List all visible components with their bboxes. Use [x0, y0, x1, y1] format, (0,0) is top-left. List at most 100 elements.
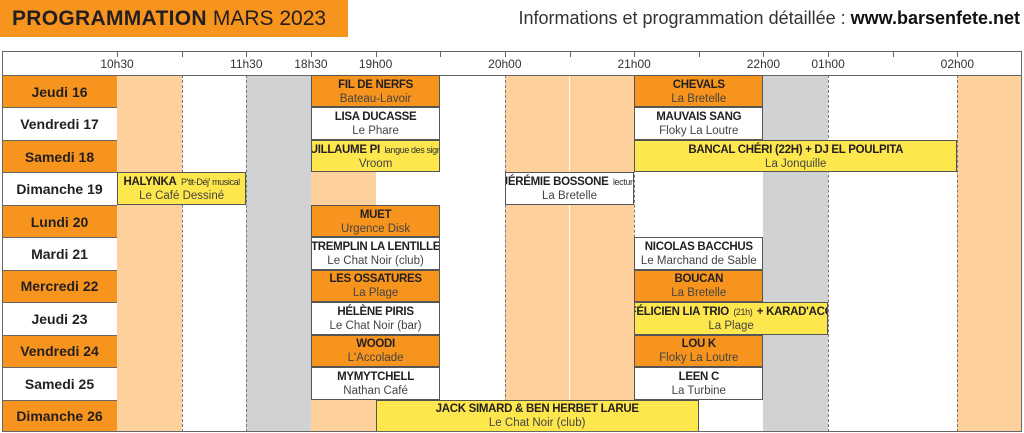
- event-title-line: BANCAL CHÉRI (22H) + DJ EL POULPITA: [688, 142, 903, 157]
- event-venue: Le Café Dessiné: [139, 190, 225, 203]
- event-title: HÉLÈNE PIRIS: [337, 305, 414, 318]
- event-block[interactable]: HÉLÈNE PIRIS Le Chat Noir (bar): [310, 302, 441, 335]
- event-block[interactable]: MYMYTCHELL Nathan Café: [310, 367, 441, 400]
- event-block[interactable]: WOODI L'Accolade: [310, 334, 441, 368]
- event-block[interactable]: TREMPLIN LA LENTILLE Le Chat Noir (club): [310, 237, 441, 270]
- dashed-divider: [181, 75, 183, 432]
- day-label: Vendredi 17: [2, 107, 117, 140]
- event-title-line: JACK SIMARD & BEN HERBET LARUE: [436, 401, 639, 416]
- event-block[interactable]: LEEN C La Turbine: [634, 367, 764, 400]
- sunday-evening-shade: [310, 172, 376, 205]
- event-title-line: TREMPLIN LA LENTILLE: [311, 239, 441, 254]
- event-block[interactable]: GUILLAUME PI langue des signesVroom: [310, 139, 441, 173]
- event-title: LISA DUCASSE: [334, 111, 417, 124]
- time-column: [246, 75, 311, 432]
- event-venue: Floky La Loutre: [659, 352, 739, 365]
- time-label: 18h30: [294, 57, 328, 71]
- event-title: TREMPLIN LA LENTILLE: [311, 240, 441, 253]
- event-venue: Le Chat Noir (club): [327, 254, 424, 267]
- event-venue: Le Chat Noir (bar): [329, 319, 422, 332]
- event-title-line: LISA DUCASSE: [335, 109, 417, 124]
- day-label: Lundi 20: [2, 204, 117, 238]
- event-venue: La Turbine: [671, 384, 726, 397]
- event-venue: Le Chat Noir (club): [488, 417, 586, 430]
- time-label: 11h30: [230, 57, 263, 71]
- event-block[interactable]: LOU K Floky La Loutre: [634, 334, 764, 368]
- day-label: Jeudi 16: [2, 75, 117, 108]
- time-column: [828, 75, 893, 432]
- event-block[interactable]: NICOLAS BACCHUS Le Marchand de Sable: [634, 237, 764, 270]
- day-label: Mercredi 22: [2, 269, 117, 303]
- event-title-extra: + KARAD'ACC: [756, 305, 829, 318]
- event-title-line: FÉLICIEN LIA TRIO (21h) + KARAD'ACC: [634, 304, 829, 319]
- event-block[interactable]: MAUVAIS SANG Floky La Loutre: [634, 107, 764, 140]
- time-tick: [698, 51, 700, 57]
- grid-frame: [2, 51, 1022, 432]
- dashed-divider: [957, 75, 959, 432]
- event-title: BOUCAN: [674, 273, 724, 286]
- title-banner: PROGRAMMATION MARS 2023: [0, 0, 348, 37]
- day-label: Mardi 21: [2, 237, 117, 270]
- dashed-divider: [828, 75, 830, 432]
- time-label: 10h30: [100, 57, 134, 71]
- time-tick: [117, 51, 118, 57]
- event-block[interactable]: LES OSSATURES La Plage: [310, 269, 441, 303]
- event-venue: La Bretelle: [541, 190, 597, 203]
- time-tick: [957, 51, 959, 57]
- event-venue: Bateau-Lavoir: [339, 92, 412, 105]
- event-title-line: JÉRÉMIE BOSSONE lecture: [506, 174, 633, 189]
- day-label: Dimanche 26: [2, 399, 117, 432]
- time-tick: [892, 51, 894, 57]
- event-title: GUILLAUME PI: [312, 143, 380, 156]
- event-venue: Le Marchand de Sable: [640, 254, 757, 267]
- time-label: 21h00: [617, 57, 651, 71]
- event-title-line: LOU K: [682, 336, 717, 351]
- time-tick: [440, 51, 442, 57]
- event-venue: Nathan Café: [343, 384, 408, 397]
- time-column: [440, 75, 505, 432]
- event-title-line: MAUVAIS SANG: [656, 109, 741, 124]
- event-venue: Floky La Loutre: [659, 125, 739, 138]
- event-title-line: HÉLÈNE PIRIS: [337, 304, 414, 319]
- event-venue: L'Accolade: [347, 352, 404, 365]
- event-title-line: LEEN C: [678, 369, 720, 384]
- event-block[interactable]: LISA DUCASSE Le Phare: [310, 107, 441, 140]
- event-venue: La Bretelle: [671, 287, 727, 300]
- event-block[interactable]: CHEVALS La Bretelle: [634, 75, 764, 108]
- time-label: 01h00: [811, 57, 845, 71]
- title-month: MARS 2023: [212, 6, 327, 30]
- time-column: [957, 75, 1022, 432]
- time-label: 02h00: [940, 57, 975, 71]
- event-note: P'tit-Déj' musical: [181, 177, 240, 188]
- event-block[interactable]: FIL DE NERFS Bateau-Lavoir: [310, 75, 441, 108]
- event-title: FIL DE NERFS: [338, 78, 413, 91]
- day-label: Jeudi 23: [2, 302, 117, 335]
- event-block[interactable]: BANCAL CHÉRI (22H) + DJ EL POULPITA La Jo…: [634, 139, 958, 173]
- event-title-line: GUILLAUME PI langue des signes: [312, 142, 439, 157]
- event-title-line: LES OSSATURES: [329, 271, 422, 286]
- title-bold: PROGRAMMATION: [12, 6, 207, 30]
- time-column: [763, 75, 829, 432]
- time-tick: [763, 51, 765, 57]
- event-title: LES OSSATURES: [329, 273, 422, 286]
- event-block[interactable]: FÉLICIEN LIA TRIO (21h) + KARAD'ACC La Pl…: [634, 302, 829, 335]
- event-block[interactable]: MUET Urgence Disk: [310, 204, 441, 238]
- event-block[interactable]: BOUCAN La Bretelle: [634, 269, 764, 303]
- event-note: lecture: [612, 177, 633, 188]
- dashed-divider: [504, 75, 506, 432]
- event-title-line: HALYNKA P'tit-Déj' musical: [124, 174, 241, 189]
- time-column: [569, 75, 635, 432]
- sunday-evening-shade: [310, 399, 376, 432]
- event-title: MAUVAIS SANG: [656, 111, 742, 124]
- event-venue: La Jonquille: [765, 157, 827, 170]
- event-title-line: FIL DE NERFS: [338, 77, 413, 92]
- event-title: FÉLICIEN LIA TRIO: [634, 305, 729, 318]
- event-title: LEEN C: [678, 370, 720, 383]
- info-url[interactable]: www.barsenfete.net: [850, 8, 1020, 28]
- event-block[interactable]: JÉRÉMIE BOSSONE lectureLa Bretelle: [504, 172, 635, 205]
- time-label: 22h00: [746, 57, 781, 71]
- event-block[interactable]: HALYNKA P'tit-Déj' musical Le Café Dessin…: [117, 172, 247, 205]
- time-tick: [828, 51, 830, 57]
- time-column: [504, 75, 570, 432]
- event-title-line: NICOLAS BACCHUS: [645, 239, 753, 254]
